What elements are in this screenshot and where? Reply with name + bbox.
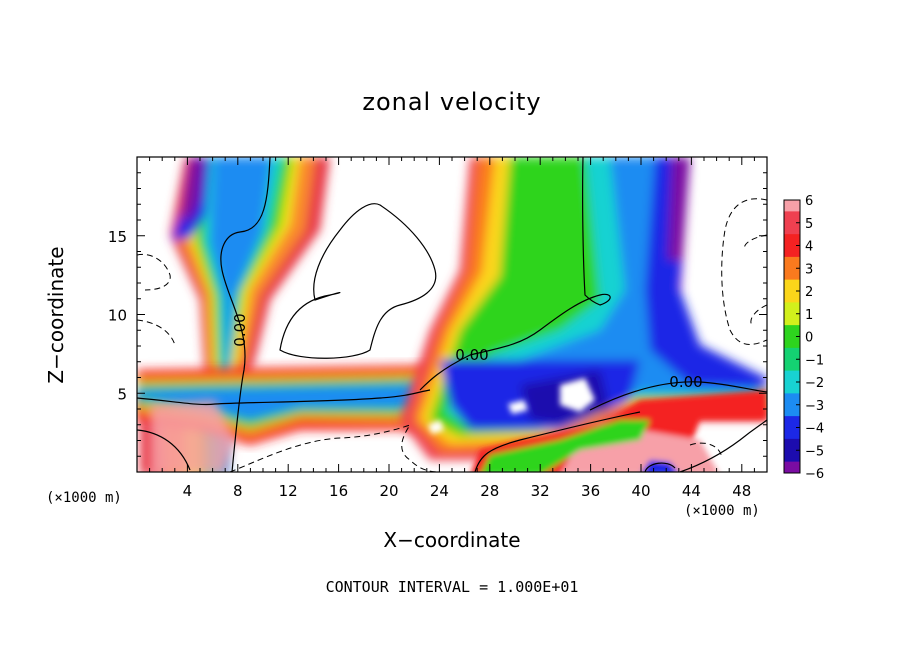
contour-left-plume xyxy=(220,157,271,472)
contour-label: 0.00 xyxy=(455,346,488,364)
contour-dashed-right-3 xyxy=(750,304,767,326)
colorbar-swatch xyxy=(784,347,800,360)
x-units-right: (×1000 m) xyxy=(684,503,760,519)
colorbar-tick-label: −2 xyxy=(805,376,824,391)
colorbar-swatch xyxy=(784,382,800,394)
contour-lines xyxy=(137,157,767,472)
right-plume xyxy=(400,157,767,460)
x-tick-label: 12 xyxy=(279,482,298,500)
colorbar-swatch xyxy=(784,393,800,406)
x-tick-label: 36 xyxy=(581,482,600,500)
colorbar-swatch xyxy=(784,222,800,235)
colorbar-swatch xyxy=(784,256,800,269)
colorbar-swatch xyxy=(784,325,800,337)
colorbar-tick-label: 5 xyxy=(805,217,813,232)
x-tick-label: 4 xyxy=(183,482,193,500)
colorbar-swatch xyxy=(784,416,800,428)
colorbar-tick-label: −5 xyxy=(805,444,824,459)
colorbar-swatch xyxy=(784,427,800,440)
lower-band xyxy=(471,390,767,472)
y-tick-label: 5 xyxy=(117,385,127,403)
colorbar-tick-label: −4 xyxy=(805,422,824,437)
x-tick-label: 28 xyxy=(480,482,499,500)
colorbar-tick-label: −3 xyxy=(805,399,824,414)
x-tick-label: 20 xyxy=(379,482,398,500)
contour-lower-left xyxy=(137,429,191,471)
y-tick-label: 15 xyxy=(108,228,127,246)
colorbar-swatch xyxy=(784,450,800,463)
colorbar: 6 5 4 3 2 1 0 −1 −2 −3 −4 −5 −6 xyxy=(783,194,824,482)
colorbar-tick-label: 2 xyxy=(805,285,813,300)
colorbar-tick-label: 4 xyxy=(805,240,813,255)
colorbar-swatch xyxy=(784,336,800,349)
contour-dashed-bottom-right xyxy=(689,442,723,459)
contour-labels: 0.00 0.00 0.00 xyxy=(231,313,703,391)
contour-island xyxy=(279,203,437,359)
y-tick-label: 10 xyxy=(108,307,127,325)
contour-interval-note: CONTOUR INTERVAL = 1.000E+01 xyxy=(325,578,579,596)
colorbar-tick-label: −6 xyxy=(805,467,824,482)
x-tick-label: 8 xyxy=(233,482,243,500)
velocity-field xyxy=(137,157,767,472)
x-tick-label: 44 xyxy=(682,482,701,500)
contour-lower-band xyxy=(474,411,641,472)
contour-small xyxy=(644,462,676,472)
colorbar-swatch xyxy=(784,438,800,451)
x-tick-label: 32 xyxy=(531,482,550,500)
colorbar-tick-label: 6 xyxy=(805,194,813,209)
contour-lower-far-right xyxy=(679,419,767,472)
colorbar-swatch xyxy=(784,211,800,224)
colorbar-swatch xyxy=(784,313,800,326)
lower-left-blob xyxy=(150,400,235,472)
colorbar-tick-label: −1 xyxy=(805,353,824,368)
contour-right-plume xyxy=(419,157,611,391)
colorbar-swatch xyxy=(784,461,800,474)
colorbar-swatch xyxy=(784,359,800,372)
contour-label: 0.00 xyxy=(669,373,702,391)
colorbar-swatch xyxy=(784,370,800,383)
contour-label: 0.00 xyxy=(231,313,249,346)
chart-title: zonal velocity xyxy=(362,88,542,116)
colorbar-swatch xyxy=(784,200,800,212)
contour-dashed-right xyxy=(721,198,767,345)
colorbar-swatch xyxy=(784,279,800,292)
contour-dashed-bottom xyxy=(229,424,441,472)
colorbar-swatch xyxy=(784,268,800,281)
colorbar-swatch xyxy=(784,291,800,303)
colorbar-swatch xyxy=(784,245,800,258)
x-tick-label: 48 xyxy=(732,482,751,500)
x-axis-label: X−coordinate xyxy=(383,528,521,552)
contour-lower-right xyxy=(589,381,767,411)
x-tick-label: 40 xyxy=(631,482,650,500)
y-axis-label: Z−coordinate xyxy=(44,246,68,384)
contour-dashed-left-top xyxy=(137,253,171,291)
x-tick-label: 24 xyxy=(430,482,449,500)
x-units-left: (×1000 m) xyxy=(46,490,122,506)
colorbar-swatch xyxy=(784,302,800,315)
colorbar-swatch xyxy=(784,404,800,417)
colorbar-tick-label: 1 xyxy=(805,308,813,323)
colorbar-tick-label: 0 xyxy=(805,331,813,346)
contour-dashed-left-mid xyxy=(137,319,176,346)
colorbar-tick-label: 3 xyxy=(805,262,813,277)
white-islands xyxy=(428,378,595,434)
colorbar-swatch xyxy=(784,234,800,246)
contour-mid-layer xyxy=(137,389,431,406)
x-tick-label: 16 xyxy=(329,482,348,500)
